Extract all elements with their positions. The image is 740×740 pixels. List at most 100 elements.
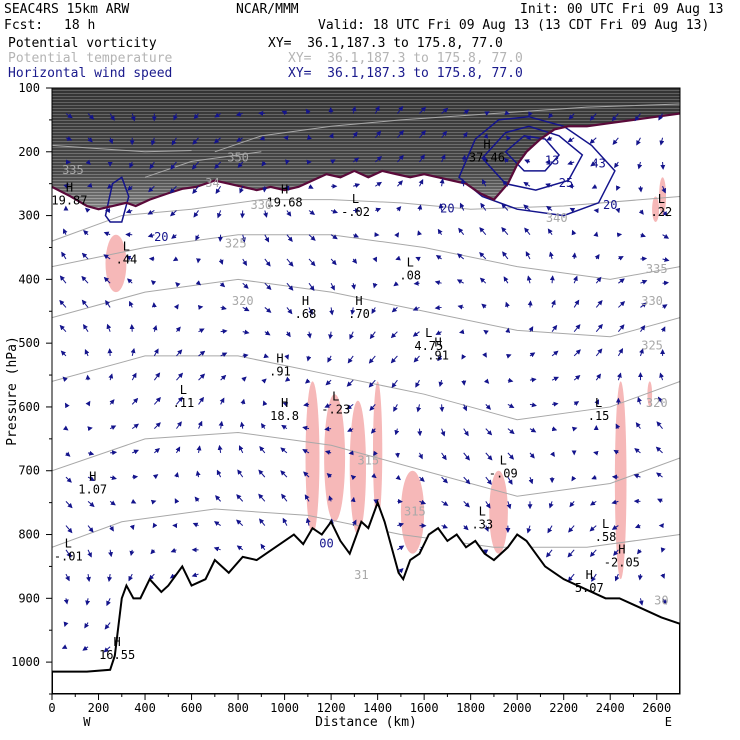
- wind-vector: [213, 137, 221, 144]
- wind-vector: [325, 379, 332, 386]
- wind-vector: [87, 450, 95, 456]
- wind-vector: [87, 476, 95, 481]
- wind-vector: [259, 135, 266, 141]
- y-tick-label: 400: [18, 272, 40, 286]
- wind-vector: [456, 279, 464, 285]
- wind-vector: [87, 426, 93, 432]
- wind-vector: [441, 107, 449, 114]
- wind-vector: [524, 159, 531, 164]
- wind-vector: [618, 278, 625, 284]
- wind-vector: [176, 421, 182, 429]
- wind-vector: [237, 469, 244, 478]
- x-tick-label: 200: [88, 701, 110, 715]
- wind-vector: [640, 302, 647, 308]
- wind-vector: [176, 396, 183, 405]
- wind-vector: [195, 280, 202, 286]
- wind-vector: [195, 470, 201, 478]
- wind-vector: [285, 331, 291, 338]
- wind-vector: [218, 420, 224, 429]
- wind-vector: [130, 347, 136, 357]
- wind-vector: [110, 450, 118, 456]
- wind-vector: [242, 306, 250, 312]
- wind-vector: [174, 498, 180, 504]
- wind-vector: [191, 572, 199, 578]
- wind-vector: [551, 426, 558, 432]
- wind-vector: [528, 111, 533, 117]
- extremum-value: -2.05: [604, 556, 640, 570]
- low-marker: L: [332, 390, 339, 404]
- wind-vector: [461, 154, 467, 163]
- wind-vector: [281, 493, 288, 502]
- wind-vector: [302, 425, 310, 431]
- wind-vector: [485, 404, 491, 410]
- wind-vector: [573, 375, 581, 381]
- wind-vector: [108, 373, 114, 381]
- wind-vector: [350, 474, 357, 481]
- wind-vector: [286, 234, 293, 242]
- extremum-value: .91: [427, 348, 449, 362]
- wind-vector: [393, 281, 399, 287]
- wind-vector: [661, 186, 667, 194]
- wind-vector: [397, 545, 405, 551]
- wind-vector: [611, 499, 619, 505]
- wind-vector: [591, 474, 597, 480]
- low-marker: L: [425, 326, 432, 340]
- wind-vector: [434, 305, 442, 311]
- wind-vector: [638, 598, 644, 606]
- wind-vector: [501, 226, 509, 236]
- wind-vector: [506, 501, 512, 510]
- pv-high-region: [349, 400, 366, 535]
- wind-vector: [524, 227, 531, 236]
- wind-vector: [528, 476, 534, 485]
- wind-vector: [529, 452, 535, 459]
- wind-vector: [219, 397, 225, 405]
- theta-contour-310: [52, 431, 680, 497]
- wind-vector: [441, 130, 448, 139]
- wind-vector: [459, 329, 465, 335]
- wind-vector: [215, 185, 222, 195]
- wind-vector: [634, 448, 641, 454]
- wind-vector: [198, 350, 206, 357]
- wind-vector: [655, 446, 663, 454]
- wind-vector: [87, 549, 92, 558]
- forecast-label: Fcst:: [4, 18, 44, 33]
- wind-vector: [352, 157, 360, 163]
- wind-vector: [220, 374, 227, 381]
- wind-vector: [306, 355, 312, 362]
- stratosphere-pv-striations: [52, 88, 680, 210]
- wind-vector: [109, 525, 114, 532]
- wind-vector: [640, 232, 646, 238]
- wind-vector: [176, 349, 183, 357]
- wind-vector: [110, 475, 117, 481]
- wind-vector: [571, 229, 577, 236]
- wind-vector: [103, 276, 111, 284]
- wind-vector: [594, 399, 599, 405]
- high-marker: H: [281, 396, 288, 410]
- wind-vector: [611, 525, 619, 530]
- wind-vector: [457, 304, 464, 310]
- wind-vector: [461, 354, 467, 360]
- wind-vector: [217, 210, 222, 219]
- wind-vector: [324, 403, 332, 408]
- wind-vector: [593, 450, 599, 456]
- wind-vector: [505, 353, 512, 359]
- extremum-value: .70: [348, 307, 370, 321]
- wind-vector: [507, 476, 513, 485]
- wind-vector: [479, 252, 487, 260]
- wind-vector: [198, 328, 205, 334]
- wind-vector: [235, 111, 243, 117]
- wind-vector: [84, 349, 90, 357]
- wind-vector: [419, 499, 427, 505]
- wind-vector: [573, 299, 580, 308]
- low-marker: L: [602, 517, 609, 531]
- wind-vector: [213, 546, 221, 552]
- wind-vector: [305, 517, 311, 526]
- wind-vector: [263, 210, 268, 218]
- wind-vector: [482, 352, 487, 358]
- low-marker: L: [500, 453, 507, 467]
- extremum-value: .15: [588, 409, 610, 423]
- wind-vector: [125, 208, 133, 214]
- wind-vector: [63, 621, 69, 628]
- wind-vector: [62, 228, 68, 235]
